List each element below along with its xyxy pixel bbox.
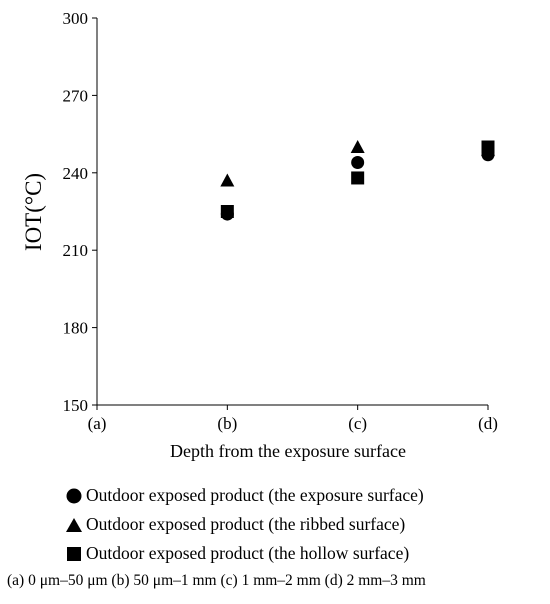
legend: Outdoor exposed product (the exposure su…: [64, 481, 544, 568]
square-marker-icon: [67, 546, 81, 561]
data-point-circle: [351, 155, 365, 169]
legend-label: Outdoor exposed product (the ribbed surf…: [86, 514, 406, 534]
legend-label: Outdoor exposed product (the hollow surf…: [86, 543, 410, 563]
y-axis-label: IOT(°C): [21, 173, 46, 251]
plot-area: [96, 18, 488, 406]
legend-label: Outdoor exposed product (the exposure su…: [86, 485, 424, 505]
data-point-square: [481, 140, 495, 154]
circle-marker-icon: [66, 488, 82, 503]
y-tick-label: 240: [63, 164, 89, 183]
x-tick-label: (b): [217, 414, 237, 433]
y-tick-label: 180: [63, 319, 89, 338]
triangle-marker-icon: [66, 517, 82, 532]
data-point-square: [351, 171, 365, 185]
legend-item-exposure: Outdoor exposed product (the exposure su…: [64, 481, 544, 510]
x-tick-label: (c): [348, 414, 367, 433]
y-tick-label: 270: [63, 86, 89, 105]
y-axis-ticks: 150 180 210 240 270 300: [63, 9, 97, 415]
y-tick-label: 300: [63, 9, 89, 28]
legend-item-hollow: Outdoor exposed product (the hollow surf…: [64, 539, 544, 568]
x-axis-ticks: (a) (b) (c) (d): [88, 405, 498, 433]
y-tick-label: 150: [63, 396, 89, 415]
x-tick-label: (d): [478, 414, 498, 433]
x-tick-label: (a): [88, 414, 107, 433]
depth-range-footnote: (a) 0 μm–50 μm (b) 50 μm–1 mm (c) 1 mm–2…: [7, 572, 426, 589]
x-axis-label: Depth from the exposure surface: [170, 441, 406, 461]
data-markers: [220, 140, 495, 221]
y-tick-label: 210: [63, 241, 89, 260]
data-point-square: [220, 205, 234, 218]
legend-item-ribbed: Outdoor exposed product (the ribbed surf…: [64, 510, 544, 539]
data-point-triangle: [350, 140, 365, 153]
data-point-triangle: [220, 173, 235, 187]
